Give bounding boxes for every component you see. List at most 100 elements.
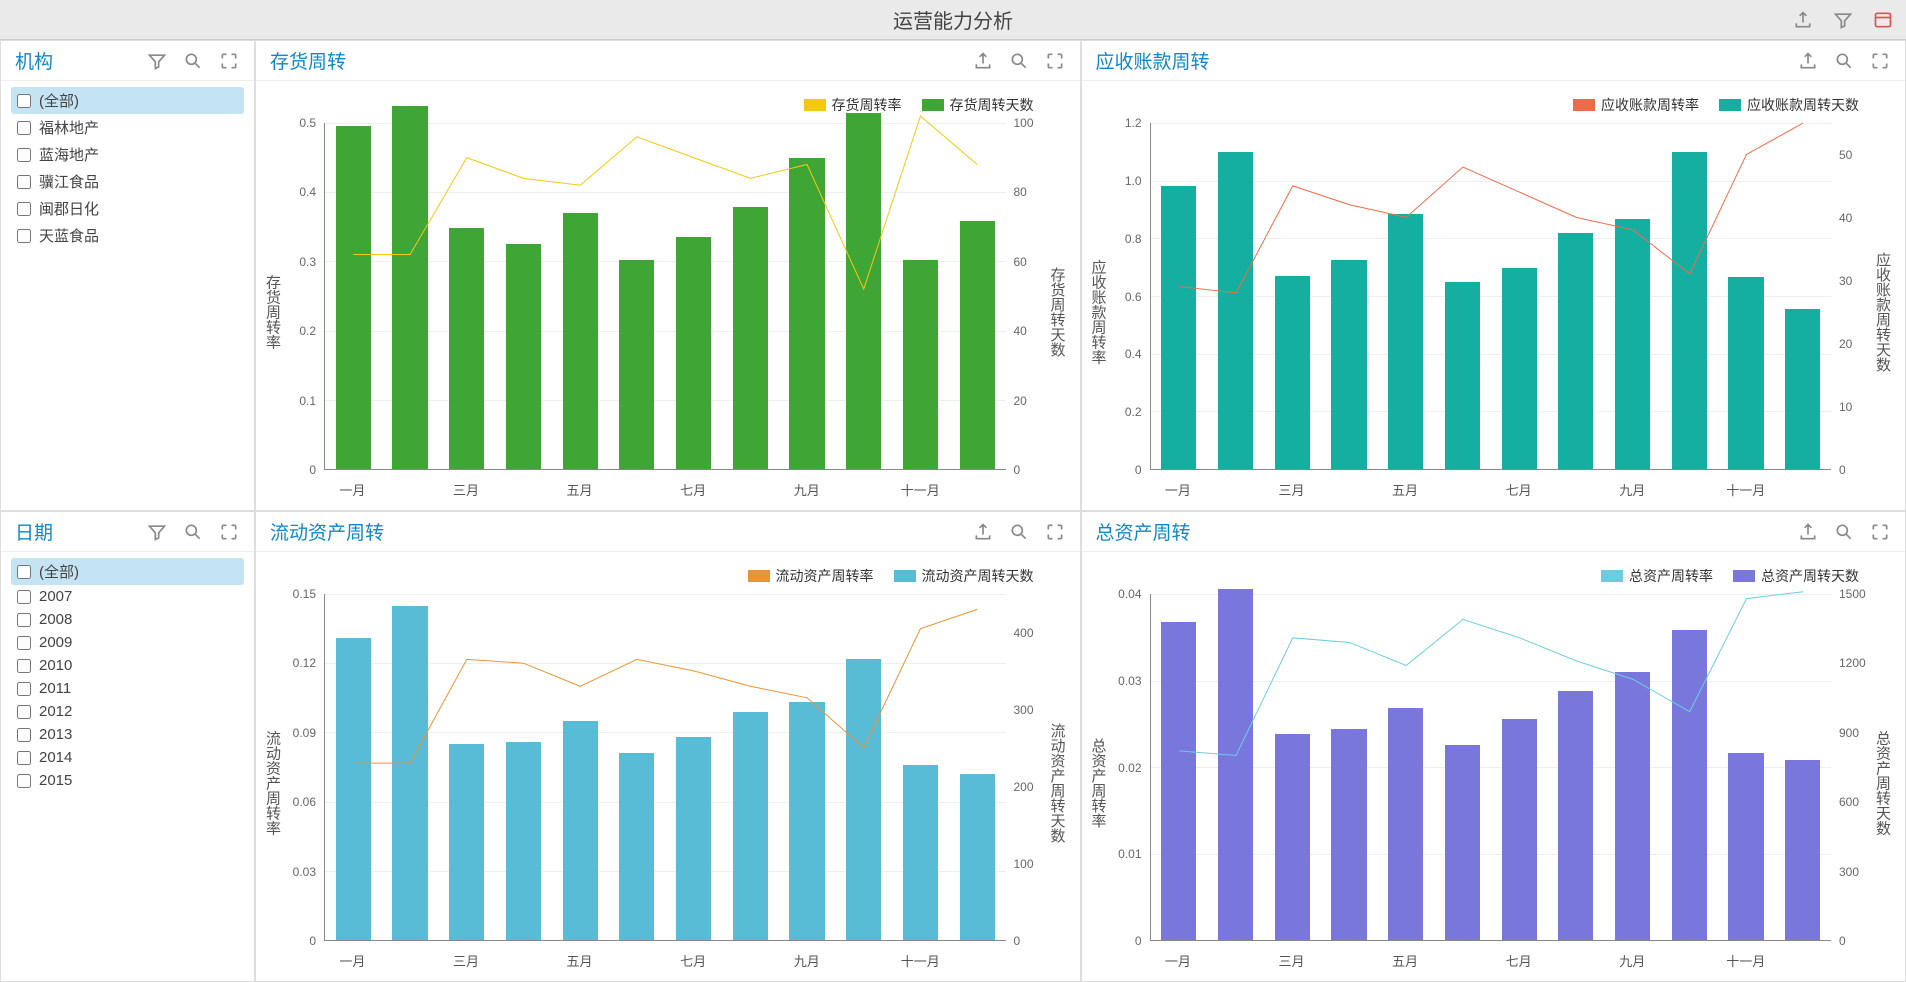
filter-item[interactable]: (全部) [11,87,244,114]
date-filter-list: (全部) 2007 20082009 2010 2011 2012 201320142015 [1,552,254,798]
filter-checkbox[interactable] [17,94,31,108]
x-tick-label: 十一月 [901,951,940,970]
filter-checkbox[interactable] [17,148,31,162]
filter-icon[interactable] [146,50,168,72]
plot-area [324,594,1006,941]
y-tick-right: 1500 [1839,587,1871,601]
search-icon[interactable] [1008,50,1030,72]
filter-checkbox[interactable] [17,659,31,673]
filter-checkbox[interactable] [17,202,31,216]
filter-checkbox[interactable] [17,565,31,579]
filter-checkbox[interactable] [17,751,31,765]
y-tick-left: 0.8 [1110,232,1142,246]
search-icon[interactable] [182,521,204,543]
y-tick-right: 300 [1014,703,1046,717]
filter-item[interactable]: 天蓝食品 [11,222,244,249]
expand-icon[interactable] [218,521,240,543]
expand-icon[interactable] [218,50,240,72]
filter-item[interactable]: (全部) [11,558,244,585]
filter-item[interactable]: 2013 [11,723,244,746]
filter-checkbox[interactable] [17,590,31,604]
filter-item-label: 2007 [39,588,72,605]
filter-item-label: 闽郡日化 [39,198,99,219]
filter-item[interactable]: 福林地产 [11,114,244,141]
date-filter-title: 日期 [15,518,53,545]
legend-item: 流动资产周转率 [748,566,874,586]
filter-icon[interactable] [1832,9,1854,31]
search-icon[interactable] [1008,521,1030,543]
export-icon[interactable] [972,50,994,72]
export-icon[interactable] [1792,9,1814,31]
y-tick-right: 0 [1839,463,1871,477]
y-axis-label-left: 流动资产周转率 [262,730,283,835]
y-tick-right: 0 [1014,463,1046,477]
filter-item-label: 2010 [39,657,72,674]
chart-title: 流动资产周转 [270,518,384,545]
y-tick-left: 0.2 [1110,405,1142,419]
y-tick-right: 200 [1014,780,1046,794]
current-assets-chart-panel: 流动资产周转 流动资产周转率流动资产周转天数流动资产周转率流动资产周转天数00.… [255,511,1081,982]
chart-title: 应收账款周转 [1096,47,1210,74]
x-tick-label: 三月 [1278,480,1304,499]
filter-item[interactable]: 2012 [11,700,244,723]
y-tick-left: 0.1 [284,394,316,408]
x-tick-label: 七月 [680,480,706,499]
filter-checkbox[interactable] [17,728,31,742]
export-icon[interactable] [1797,521,1819,543]
filter-icon[interactable] [146,521,168,543]
filter-checkbox[interactable] [17,175,31,189]
filter-checkbox[interactable] [17,682,31,696]
filter-item[interactable]: 2009 [11,631,244,654]
filter-item[interactable]: 骥江食品 [11,168,244,195]
y-tick-left: 0.04 [1110,587,1142,601]
y-axis-label-right: 应收账款周转天数 [1872,252,1893,372]
filter-item-label: 天蓝食品 [39,225,99,246]
filter-item[interactable]: 2014 [11,746,244,769]
y-tick-left: 0 [284,463,316,477]
y-tick-right: 20 [1839,337,1871,351]
y-tick-left: 0.03 [1110,674,1142,688]
legend-label: 应收账款周转率 [1601,95,1699,115]
filter-checkbox[interactable] [17,705,31,719]
plot-area [324,123,1006,470]
x-tick-label: 一月 [339,951,365,970]
filter-item[interactable]: 2015 [11,769,244,792]
y-tick-left: 0.5 [284,116,316,130]
y-tick-right: 80 [1014,185,1046,199]
filter-checkbox[interactable] [17,636,31,650]
filter-checkbox[interactable] [17,774,31,788]
filter-item[interactable]: 2008 [11,608,244,631]
filter-item[interactable]: 蓝海地产 [11,141,244,168]
filter-item[interactable]: 闽郡日化 [11,195,244,222]
settings-icon[interactable] [1872,9,1894,31]
export-icon[interactable] [972,521,994,543]
header-toolbar [1792,9,1894,31]
y-tick-right: 30 [1839,274,1871,288]
plot-area [1150,123,1832,470]
y-tick-left: 0.06 [284,795,316,809]
filter-checkbox[interactable] [17,121,31,135]
filter-item[interactable]: 2007 [11,585,244,608]
filter-checkbox[interactable] [17,613,31,627]
search-icon[interactable] [1833,50,1855,72]
y-tick-left: 0 [1110,934,1142,948]
export-icon[interactable] [1797,50,1819,72]
search-icon[interactable] [1833,521,1855,543]
y-tick-left: 0.15 [284,587,316,601]
expand-icon[interactable] [1044,50,1066,72]
filter-item[interactable]: 2010 [11,654,244,677]
legend-item: 总资产周转率 [1601,566,1713,586]
filter-checkbox[interactable] [17,229,31,243]
expand-icon[interactable] [1869,50,1891,72]
x-tick-label: 五月 [567,951,593,970]
y-tick-right: 300 [1839,865,1871,879]
search-icon[interactable] [182,50,204,72]
y-tick-left: 1.2 [1110,116,1142,130]
filter-item[interactable]: 2011 [11,677,244,700]
x-tick-label: 一月 [1165,951,1191,970]
y-tick-right: 0 [1014,934,1046,948]
filter-item-label: 2012 [39,703,72,720]
expand-icon[interactable] [1044,521,1066,543]
x-tick-label: 七月 [680,951,706,970]
expand-icon[interactable] [1869,521,1891,543]
